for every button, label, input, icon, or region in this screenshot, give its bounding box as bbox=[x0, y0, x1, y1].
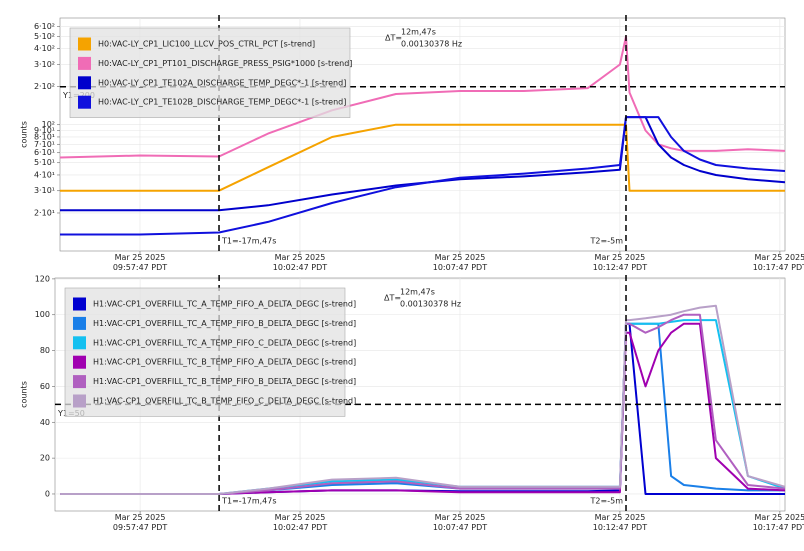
x-tick-label: Mar 25 2025 10:17:47 PDT bbox=[752, 513, 804, 532]
y-tick-label: 10² bbox=[42, 120, 55, 129]
x-tick-label: Mar 25 2025 10:07:47 PDT bbox=[432, 253, 488, 272]
y-axis-label: counts bbox=[20, 381, 29, 408]
series-line bbox=[60, 116, 785, 236]
series-line bbox=[60, 304, 785, 495]
y-tick-label: 100 bbox=[35, 310, 50, 319]
legend-swatch bbox=[73, 336, 86, 350]
y-tick-label: 3·10² bbox=[34, 60, 55, 69]
cursor-t1-label: T1=-17m,47s bbox=[221, 237, 276, 246]
legend-swatch bbox=[78, 76, 91, 90]
y-tick-label: 5·10¹ bbox=[34, 158, 55, 167]
y-tick-label: 6·10¹ bbox=[34, 148, 55, 157]
x-tick-label: Mar 25 2025 09:57:47 PDT bbox=[112, 253, 168, 272]
cursor-t2-label: T2=-5m bbox=[590, 497, 624, 506]
y-tick-label: 3·10¹ bbox=[34, 186, 55, 195]
series-line bbox=[60, 123, 785, 192]
legend-label: H1:VAC-CP1_OVERFILL_TC_B_TEMP_FIFO_A_DEL… bbox=[93, 358, 356, 367]
legend-label: H0:VAC-LY_CP1_TE102A_DISCHARGE_TEMP_DEGC… bbox=[98, 78, 346, 87]
y-tick-label: 8·10¹ bbox=[34, 132, 55, 141]
legend-swatch bbox=[73, 394, 86, 408]
y-tick-label: 4·10¹ bbox=[34, 170, 55, 179]
y-tick-label: 6·10² bbox=[34, 22, 55, 31]
x-tick-label: Mar 25 2025 10:12:47 PDT bbox=[592, 513, 648, 532]
delta-label: ΔT= bbox=[385, 34, 402, 43]
x-tick-label: Mar 25 2025 10:02:47 PDT bbox=[272, 253, 328, 272]
legend-swatch bbox=[78, 95, 91, 109]
y-tick-label: 5·10² bbox=[34, 32, 55, 41]
y-tick-label: 60 bbox=[40, 382, 50, 391]
y-axis-label: counts bbox=[20, 121, 29, 148]
legend-swatch bbox=[73, 297, 86, 311]
legend-box bbox=[64, 287, 346, 417]
x-tick-label: Mar 25 2025 10:12:47 PDT bbox=[592, 253, 648, 272]
y-tick-label: 0 bbox=[45, 489, 50, 498]
legend-label: H1:VAC-CP1_OVERFILL_TC_A_TEMP_FIFO_B_DEL… bbox=[93, 319, 356, 328]
series-line bbox=[60, 35, 785, 159]
legend-swatch bbox=[78, 56, 91, 70]
legend-label: H1:VAC-CP1_OVERFILL_TC_B_TEMP_FIFO_B_DEL… bbox=[93, 377, 356, 386]
y-tick-label: 20 bbox=[40, 454, 50, 463]
delta-label: ΔT= bbox=[384, 294, 401, 303]
plot-content bbox=[55, 278, 785, 511]
legend-label: H1:VAC-CP1_OVERFILL_TC_B_TEMP_FIFO_C_DEL… bbox=[93, 397, 356, 406]
legend-swatch bbox=[73, 355, 86, 369]
delta-time: 12m,47s bbox=[400, 288, 435, 297]
x-tick-label: Mar 25 2025 10:17:47 PDT bbox=[752, 253, 804, 272]
y-tick-label: 40 bbox=[40, 418, 50, 427]
legend-swatch bbox=[73, 316, 86, 330]
x-tick-label: Mar 25 2025 10:02:47 PDT bbox=[272, 513, 328, 532]
legend-box bbox=[69, 27, 351, 118]
legend-label: H1:VAC-CP1_OVERFILL_TC_A_TEMP_FIFO_A_DEL… bbox=[93, 300, 356, 309]
legend-label: H0:VAC-LY_CP1_PT101_DISCHARGE_PRESS_PSIG… bbox=[98, 59, 352, 68]
delta-freq: 0.00130378 Hz bbox=[400, 300, 461, 309]
x-tick-label: Mar 25 2025 10:07:47 PDT bbox=[432, 513, 488, 532]
legend-swatch bbox=[73, 375, 86, 389]
y-tick-label: 2·10² bbox=[34, 82, 55, 91]
cursor-t2-label: T2=-5m bbox=[590, 237, 624, 246]
legend-swatch bbox=[78, 37, 91, 51]
delta-time: 12m,47s bbox=[401, 28, 436, 37]
delta-freq: 0.00130378 Hz bbox=[401, 40, 462, 49]
legend-label: H1:VAC-CP1_OVERFILL_TC_A_TEMP_FIFO_C_DEL… bbox=[93, 338, 356, 347]
y-tick-label: 2·10¹ bbox=[34, 208, 55, 217]
y-tick-label: 120 bbox=[35, 274, 50, 283]
legend-label: H0:VAC-LY_CP1_LIC100_LLCV_POS_CTRL_PCT [… bbox=[98, 40, 315, 49]
y-tick-label: 9·10¹ bbox=[34, 126, 55, 135]
legend-label: H0:VAC-LY_CP1_TE102B_DISCHARGE_TEMP_DEGC… bbox=[98, 98, 346, 107]
x-tick-label: Mar 25 2025 09:57:47 PDT bbox=[112, 513, 168, 532]
y-tick-label: 4·10² bbox=[34, 44, 55, 53]
y-tick-label: 7·10¹ bbox=[34, 140, 55, 149]
y-tick-label: 80 bbox=[40, 346, 50, 355]
cursor-t1-label: T1=-17m,47s bbox=[221, 497, 276, 506]
